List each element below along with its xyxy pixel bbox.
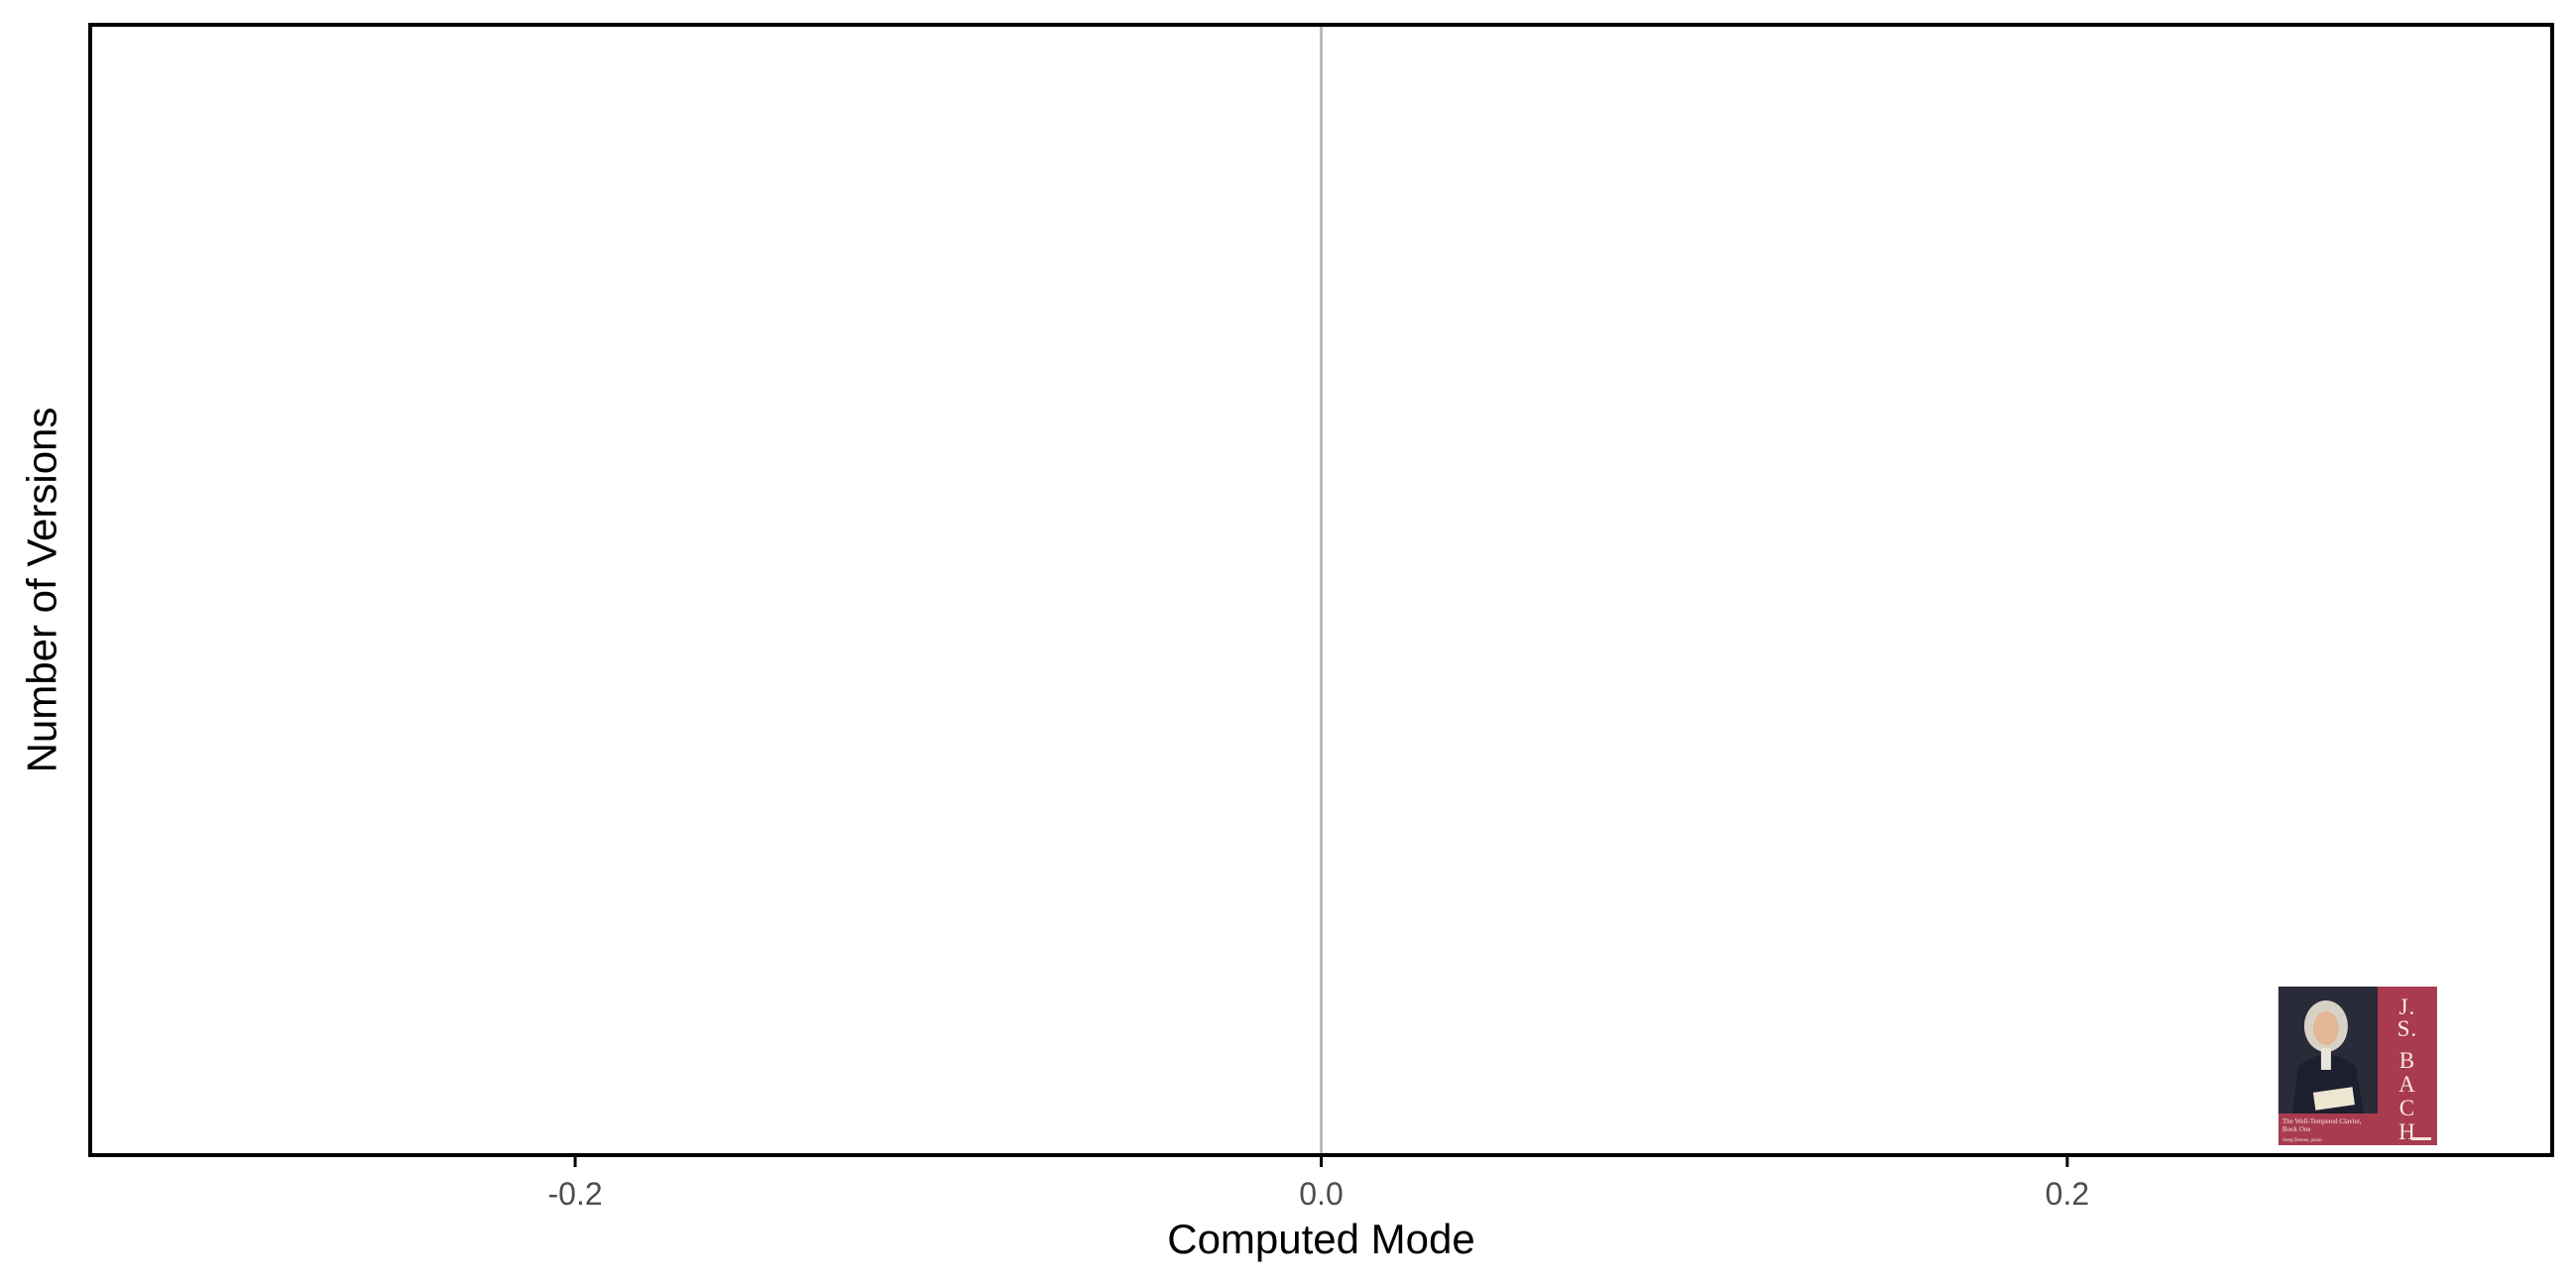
x-axis-title: Computed Mode xyxy=(1167,1216,1475,1262)
portrait-face xyxy=(2312,1011,2339,1045)
cover-initial-letter: S. xyxy=(2398,1016,2418,1041)
cover-label-logo xyxy=(2410,1137,2431,1140)
cover-name-letter: H xyxy=(2399,1119,2416,1144)
cover-work-title: The Well-Tempered Clavier, xyxy=(2283,1117,2362,1125)
cover-name-letter: A xyxy=(2399,1072,2416,1097)
cover-initial-letter: J. xyxy=(2400,995,2416,1019)
cover-work-subtitle: Book One xyxy=(2283,1125,2311,1133)
cover-performer: Joerg Demus, piano xyxy=(2283,1138,2322,1143)
x-tick-label: 0.2 xyxy=(2046,1176,2089,1212)
cover-name-letter: C xyxy=(2400,1096,2415,1120)
portrait-music-sheet xyxy=(2312,1087,2355,1111)
x-tick-label: -0.2 xyxy=(548,1176,603,1212)
x-tick-label: 0.0 xyxy=(1299,1176,1343,1212)
x-axis-ticks: -0.2 0.0 0.2 xyxy=(548,1155,2089,1212)
y-axis-title: Number of Versions xyxy=(19,408,65,773)
cover-name-letter: B xyxy=(2400,1048,2415,1073)
portrait-collar xyxy=(2320,1048,2331,1070)
